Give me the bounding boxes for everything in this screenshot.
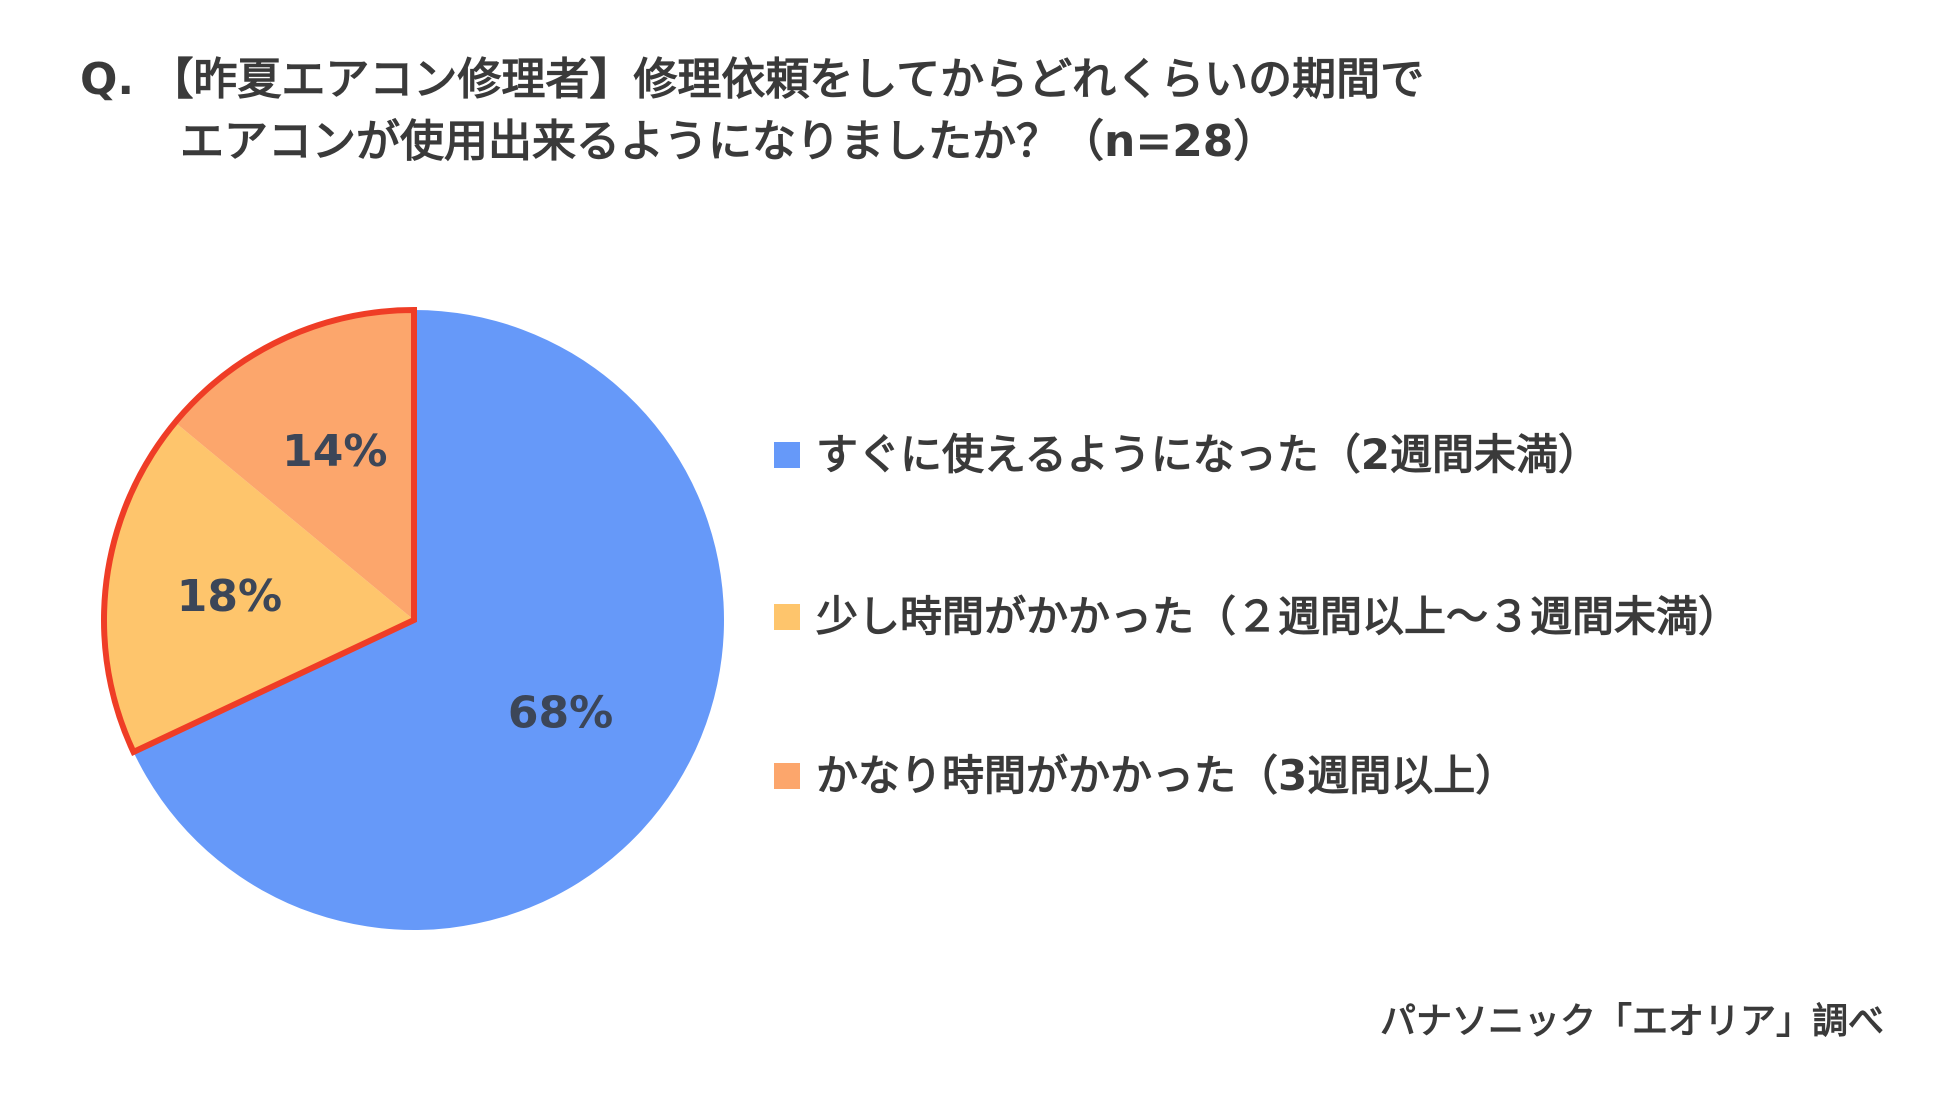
legend-label: 少し時間がかかった（２週間以上～３週間未満） xyxy=(816,592,1741,641)
legend-item-2-to-3-weeks: 少し時間がかかった（２週間以上～３週間未満） xyxy=(774,596,1740,638)
legend-label: すぐに使えるようになった（2週間未満） xyxy=(816,430,1600,479)
legend-swatch-orange xyxy=(774,763,800,789)
pie-slice-over-3-weeks xyxy=(175,310,414,620)
pie-highlight-outline xyxy=(101,306,417,756)
pie-labels: 68% 18% 14% xyxy=(177,426,613,738)
legend-swatch-blue xyxy=(774,442,800,468)
slice-label-14: 14% xyxy=(282,426,387,477)
pie-slice-under-2-weeks xyxy=(133,310,724,930)
legend-label: かなり時間がかかった（3週間以上） xyxy=(816,751,1518,800)
pie-slice-2-to-3-weeks xyxy=(103,422,414,752)
legend-item-under-2-weeks: すぐに使えるようになった（2週間未満） xyxy=(774,434,1600,476)
slice-label-18: 18% xyxy=(177,571,282,622)
chart-title-line-1: Q. 【昨夏エアコン修理者】修理依頼をしてからどれくらいの期間で xyxy=(80,54,1425,105)
pie-slices xyxy=(103,310,724,930)
chart-title-line-2: エアコンが使用出来るようになりましたか？（n=28） xyxy=(180,116,1278,167)
legend-item-over-3-weeks: かなり時間がかかった（3週間以上） xyxy=(774,755,1517,797)
pie-highlight xyxy=(101,306,417,756)
legend-swatch-yellow xyxy=(774,604,800,630)
slice-label-68: 68% xyxy=(508,688,613,739)
source-note: パナソニック「エオリア」調べ xyxy=(1379,1001,1884,1042)
